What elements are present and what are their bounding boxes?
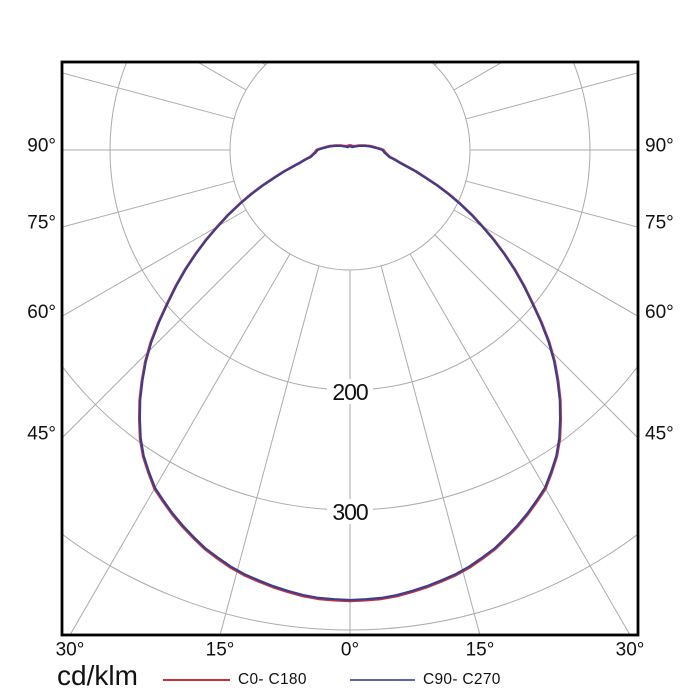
angle-label-left-60: 60° [27, 302, 56, 323]
plot-frame [60, 60, 640, 637]
angle-label-right-75: 75° [645, 213, 674, 234]
radial-tick-label: 200 [332, 379, 368, 405]
unit-label: cd/klm [57, 660, 138, 691]
grid-ray-330 [69, 253, 291, 635]
angle-label-right-90: 90° [645, 136, 674, 157]
angle-label-bottom--30: 30° [56, 640, 85, 661]
angle-label-left-75: 75° [27, 213, 56, 234]
grid-ray-30 [409, 253, 631, 635]
grid-circle-100 [229, 62, 471, 271]
grid-ray-345 [219, 265, 320, 635]
grid-ray-75 [465, 180, 638, 228]
angle-label-bottom--15: 15° [206, 640, 235, 661]
angle-label-left-90: 90° [27, 136, 56, 157]
legend-line-c90-c270 [350, 679, 415, 681]
angle-label-right-45: 45° [645, 424, 674, 445]
angle-label-right-60: 60° [645, 302, 674, 323]
grid-ray-15 [380, 265, 481, 635]
radial-label-mask [327, 499, 373, 524]
angle-label-left-45: 45° [27, 424, 56, 445]
curve-c90-c270 [138, 144, 562, 602]
grid-ray-315 [62, 234, 266, 439]
grid-ray-60 [453, 209, 638, 317]
grid-ray-240 [196, 62, 247, 91]
grid-ray-105 [465, 72, 638, 120]
grid-ray-195 [117, 0, 319, 34]
angle-label-bottom-15: 15° [466, 640, 495, 661]
grid-ray-255 [62, 72, 235, 120]
grid-ray-120 [453, 62, 504, 91]
radial-tick-label: 300 [332, 499, 368, 525]
grid-ray-135 [434, 62, 439, 66]
grid-ray-285 [62, 180, 235, 228]
grid-ray-300 [62, 209, 247, 317]
grid-ray-150 [410, 0, 700, 46]
legend-label-c90-c270: C90- C270 [423, 671, 501, 688]
grid-ray-225 [261, 62, 266, 66]
grid-ray-45 [434, 234, 638, 439]
grid-ray-210 [0, 0, 290, 46]
legend-label-c0-c180: C0- C180 [238, 671, 307, 688]
angle-label-bottom-0: 0° [341, 640, 359, 661]
grid-ray-165 [381, 0, 583, 34]
angle-label-bottom-30: 30° [616, 640, 645, 661]
legend-line-c0-c180 [163, 679, 230, 681]
radial-label-mask [327, 379, 373, 404]
